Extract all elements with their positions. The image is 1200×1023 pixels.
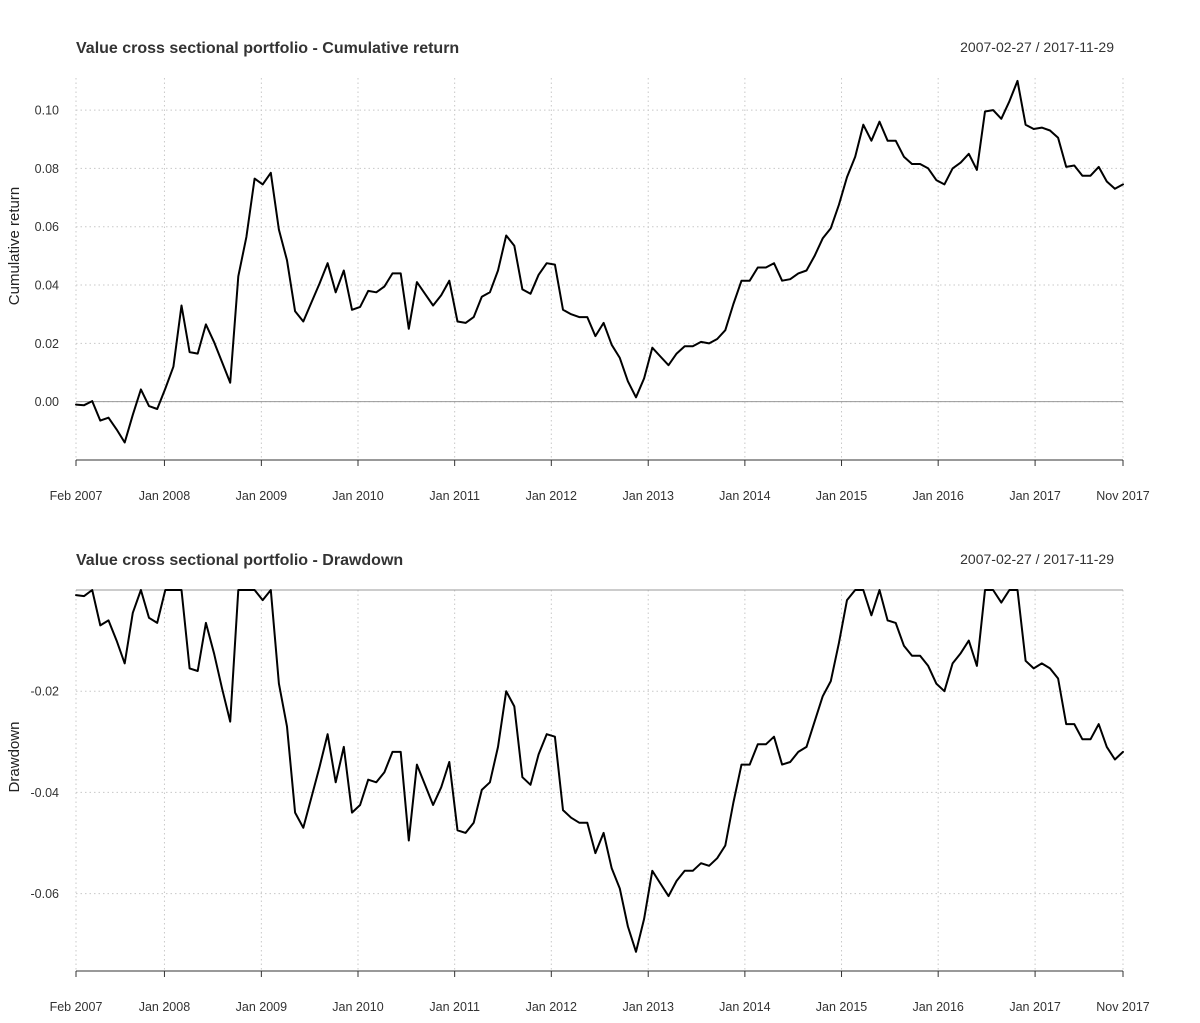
y-tick-labels-drawdown: -0.02 -0.04 -0.06 (31, 685, 60, 901)
chart-title-drawdown: Value cross sectional portfolio - Drawdo… (76, 552, 403, 569)
x-tick-label: Jan 2015 (816, 489, 867, 503)
drawdown-panel: Value cross sectional portfolio - Drawdo… (6, 551, 1150, 1014)
x-tick-label: Nov 2017 (1096, 1000, 1150, 1014)
x-tick-label: Jan 2016 (912, 489, 963, 503)
date-range-cumulative: 2007-02-27 / 2017-11-29 (960, 39, 1114, 55)
y-axis-label-drawdown: Drawdown (6, 722, 23, 793)
y-gridlines-drawdown (76, 690, 1123, 895)
x-tick-labels-drawdown: Feb 2007 Jan 2008 Jan 2009 Jan 2010 Jan 2011… (50, 1000, 1150, 1014)
series-cumulative (75, 79, 1124, 444)
y-tick-label: 0.02 (35, 337, 59, 351)
series-drawdown (75, 589, 1124, 953)
x-tick-label: Jan 2014 (719, 1000, 770, 1014)
x-tick-label: Feb 2007 (50, 1000, 103, 1014)
x-gridlines-drawdown (75, 590, 1124, 977)
x-tick-label: Jan 2008 (139, 489, 190, 503)
x-tick-label: Jan 2012 (526, 1000, 577, 1014)
y-tick-label: 0.06 (35, 220, 59, 234)
x-tick-labels-cumulative: Feb 2007 Jan 2008 Jan 2009 Jan 2010 Jan 2011… (50, 489, 1150, 503)
x-tick-label: Jan 2014 (719, 489, 770, 503)
y-tick-label: -0.02 (31, 685, 60, 699)
date-range-drawdown: 2007-02-27 / 2017-11-29 (960, 551, 1114, 567)
x-tick-label: Jan 2010 (332, 1000, 383, 1014)
x-tick-label: Nov 2017 (1096, 489, 1150, 503)
x-tick-label: Jan 2011 (429, 489, 480, 503)
x-tick-label: Jan 2013 (623, 1000, 674, 1014)
x-tick-label: Jan 2017 (1009, 489, 1060, 503)
x-tick-label: Jan 2009 (236, 1000, 287, 1014)
x-tick-label: Jan 2009 (236, 489, 287, 503)
x-tick-label: Jan 2015 (816, 1000, 867, 1014)
cumulative-return-panel: Value cross sectional portfolio - Cumula… (6, 39, 1150, 503)
chart-title-cumulative: Value cross sectional portfolio - Cumula… (76, 40, 459, 57)
series-line-drawdown (75, 589, 1124, 953)
x-gridlines-cumulative (75, 78, 1124, 466)
y-tick-label: -0.06 (31, 887, 60, 901)
x-tick-label: Feb 2007 (50, 489, 103, 503)
x-tick-label: Jan 2013 (623, 489, 674, 503)
x-tick-label: Jan 2008 (139, 1000, 190, 1014)
y-axis-label-cumulative: Cumulative return (6, 187, 23, 305)
series-line-cumulative (75, 79, 1124, 444)
y-tick-labels-cumulative: 0.00 0.02 0.04 0.06 0.08 0.10 (35, 104, 59, 410)
y-tick-label: -0.04 (31, 786, 60, 800)
y-tick-label: 0.00 (35, 395, 59, 409)
x-tick-label: Jan 2016 (912, 1000, 963, 1014)
y-tick-label: 0.08 (35, 162, 59, 176)
x-tick-label: Jan 2012 (526, 489, 577, 503)
x-tick-label: Jan 2017 (1009, 1000, 1060, 1014)
y-tick-label: 0.10 (35, 104, 59, 118)
y-tick-label: 0.04 (35, 279, 59, 293)
x-tick-label: Jan 2011 (429, 1000, 480, 1014)
x-tick-label: Jan 2010 (332, 489, 383, 503)
